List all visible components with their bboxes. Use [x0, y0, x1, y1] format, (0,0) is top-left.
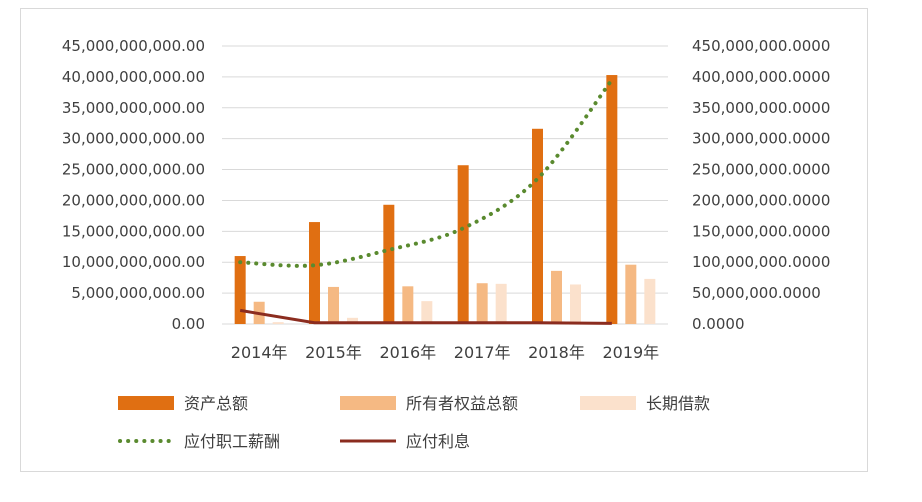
bar-series1-2 [402, 286, 414, 324]
right-tick-label: 100,000,000.0000 [692, 253, 830, 271]
left-tick-label: 45,000,000,000.00 [62, 37, 205, 55]
category-label: 2017年 [454, 343, 511, 362]
bar-series0-0 [234, 256, 246, 324]
bar-series2-4 [570, 284, 581, 324]
bar-series2-2 [421, 301, 433, 324]
right-tick-label: 0.0000 [692, 315, 745, 333]
legend-label: 长期借款 [646, 394, 710, 413]
left-tick-label: 5,000,000,000.00 [71, 284, 205, 302]
chart-frame [20, 8, 868, 472]
legend-label: 应付职工薪酬 [184, 432, 280, 451]
bar-series1-3 [476, 283, 488, 324]
bar-series1-1 [328, 286, 339, 324]
bar-series1-4 [551, 270, 562, 324]
bar-series0-3 [457, 165, 469, 324]
line-series-1 [239, 308, 612, 325]
bar-series2-3 [495, 283, 507, 324]
legend-swatch [340, 396, 396, 410]
legend-label: 应付利息 [406, 432, 470, 451]
left-tick-label: 35,000,000,000.00 [62, 99, 205, 117]
right-tick-label: 250,000,000.0000 [692, 161, 830, 179]
right-tick-label: 400,000,000.0000 [692, 68, 830, 86]
category-labels: 2014年 2015年 2016年 2017年 2018年 2019年 [231, 343, 659, 362]
legend-label: 资产总额 [184, 394, 248, 413]
line-series [238, 77, 614, 325]
bar-series0-5 [606, 75, 618, 324]
left-tick-label: 20,000,000,000.00 [62, 191, 205, 209]
legend-label: 所有者权益总额 [406, 394, 518, 413]
legend-swatch [580, 396, 636, 410]
right-tick-label: 450,000,000.0000 [692, 37, 830, 55]
category-label: 2019年 [602, 343, 659, 362]
left-tick-label: 10,000,000,000.00 [62, 253, 205, 271]
right-tick-label: 150,000,000.0000 [692, 222, 830, 240]
line-series-0 [238, 77, 614, 268]
bar-series0-4 [532, 128, 543, 324]
category-label: 2018年 [528, 343, 585, 362]
right-tick-label: 350,000,000.0000 [692, 99, 830, 117]
bar-series [234, 75, 656, 324]
right-tick-label: 50,000,000.0000 [692, 284, 821, 302]
right-tick-label: 300,000,000.0000 [692, 130, 830, 148]
bar-series2-5 [644, 278, 656, 324]
gridlines [222, 45, 668, 325]
left-tick-label: 40,000,000,000.00 [62, 68, 205, 86]
category-label: 2016年 [379, 343, 436, 362]
category-label: 2015年 [305, 343, 362, 362]
bar-series0-1 [309, 222, 320, 324]
left-tick-label: 30,000,000,000.00 [62, 130, 205, 148]
bar-series0-2 [383, 204, 395, 324]
left-tick-label: 0.00 [172, 315, 205, 333]
bar-series2-0 [272, 322, 284, 324]
category-label: 2014年 [231, 343, 288, 362]
legend-swatch [118, 396, 174, 410]
left-axis-ticks: 0.00 5,000,000,000.00 10,000,000,000.00 15,… [62, 37, 205, 333]
left-tick-label: 25,000,000,000.00 [62, 161, 205, 179]
bar-series2-1 [347, 317, 358, 324]
bar-series1-5 [625, 264, 637, 324]
left-tick-label: 15,000,000,000.00 [62, 222, 205, 240]
right-tick-label: 200,000,000.0000 [692, 191, 830, 209]
right-axis-ticks: 0.0000 50,000,000.0000 100,000,000.0000 150… [692, 37, 830, 333]
